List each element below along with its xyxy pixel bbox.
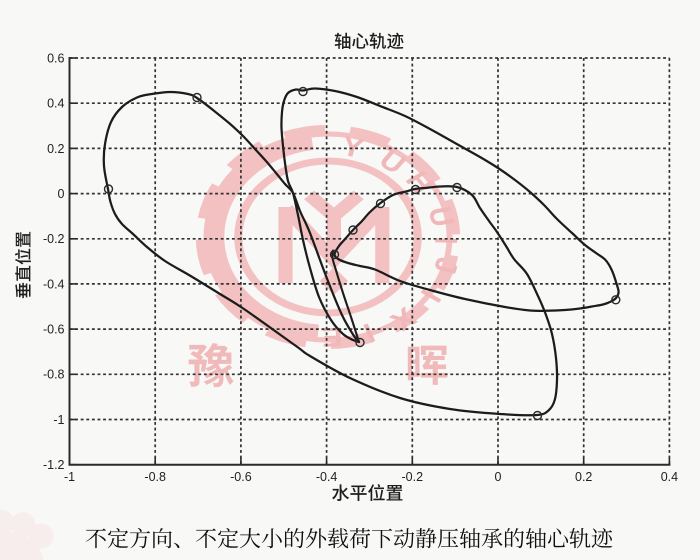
svg-text:-0.4: -0.4 bbox=[43, 277, 65, 291]
svg-text:-0.4: -0.4 bbox=[316, 470, 338, 484]
svg-text:-1: -1 bbox=[53, 413, 64, 427]
svg-text:I: I bbox=[428, 236, 464, 245]
svg-text:-0.8: -0.8 bbox=[43, 368, 65, 382]
svg-text:0.4: 0.4 bbox=[661, 470, 678, 484]
svg-text:-0.6: -0.6 bbox=[43, 323, 65, 337]
svg-text:-1.2: -1.2 bbox=[43, 458, 65, 472]
svg-text:0: 0 bbox=[58, 187, 65, 201]
svg-text:0.4: 0.4 bbox=[47, 97, 64, 111]
svg-text:0.6: 0.6 bbox=[47, 51, 64, 65]
svg-text:-0.6: -0.6 bbox=[230, 470, 252, 484]
svg-text:E: E bbox=[321, 321, 343, 352]
svg-text:0.2: 0.2 bbox=[575, 470, 592, 484]
svg-text:-1: -1 bbox=[64, 470, 75, 484]
svg-text:-0.8: -0.8 bbox=[144, 470, 166, 484]
svg-text:-0.2: -0.2 bbox=[402, 470, 424, 484]
svg-text:0: 0 bbox=[495, 470, 502, 484]
svg-text:-0.2: -0.2 bbox=[43, 232, 65, 246]
svg-text:0.2: 0.2 bbox=[47, 142, 64, 156]
